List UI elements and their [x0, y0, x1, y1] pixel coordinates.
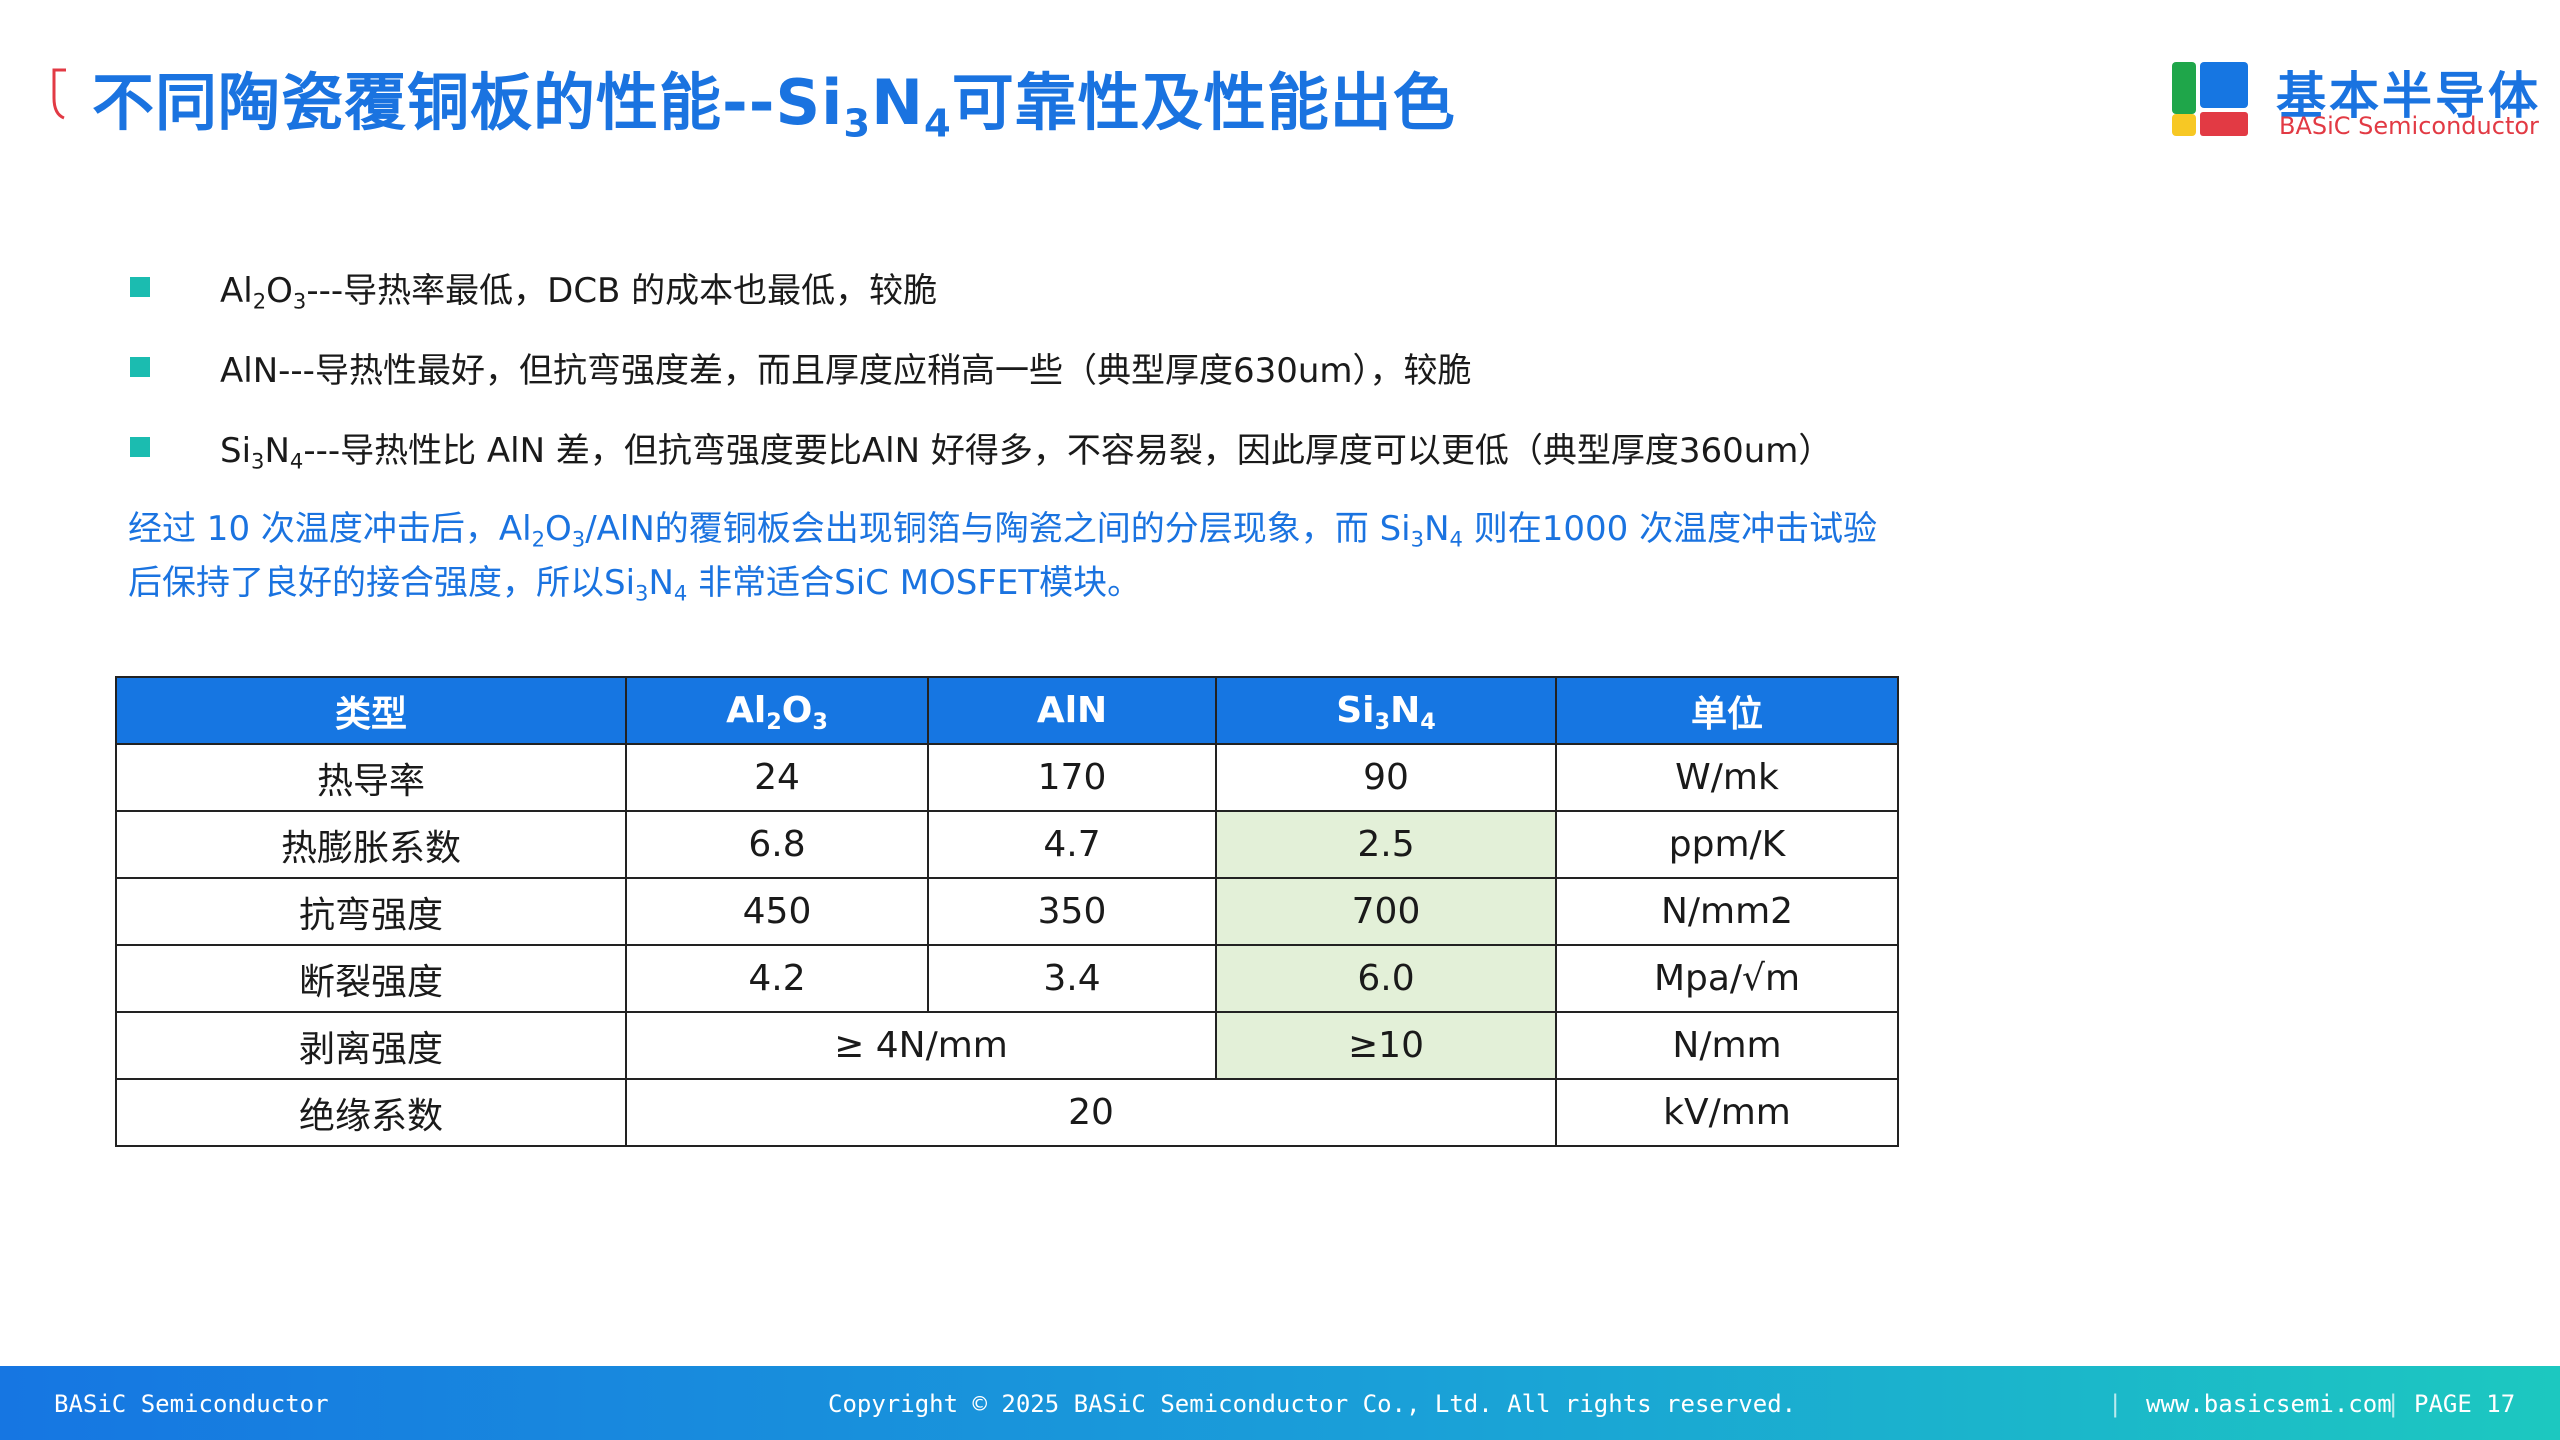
table-row: 断裂强度 4.2 3.4 6.0 Mpa/√m [115, 944, 1899, 1013]
table-row: 抗弯强度 450 350 700 N/mm2 [115, 877, 1899, 946]
cell-unit: ppm/K [1555, 810, 1899, 879]
cell-aln: 170 [927, 743, 1217, 812]
row-label: 剥离强度 [115, 1011, 627, 1080]
footer-separator: | [2108, 1390, 2123, 1418]
footer-website-link[interactable]: www.basicsemi.com [2146, 1390, 2392, 1418]
cell-al2o3-aln-merged: ≥ 4N/mm [625, 1011, 1217, 1080]
footer-copyright: Copyright © 2025 BASiC Semiconductor Co.… [828, 1390, 1797, 1418]
cell-al2o3: 6.8 [625, 810, 929, 879]
row-label: 热导率 [115, 743, 627, 812]
row-label: 绝缘系数 [115, 1078, 627, 1147]
cell-si3n4-highlight: 6.0 [1215, 944, 1557, 1013]
cell-si3n4: 90 [1215, 743, 1557, 812]
footer-bar: BASiC Semiconductor Copyright © 2025 BAS… [0, 1366, 2560, 1440]
footer-page-number: PAGE 17 [2414, 1390, 2516, 1418]
bullet-text: AlN---导热性最好，但抗弯强度差，而且厚度应稍高一些（典型厚度630um），… [220, 350, 1472, 391]
bullet-square-icon [130, 277, 150, 297]
bullet-si3n4: Si3N4---导热性比 AlN 差，但抗弯强度要比AlN 好得多，不容易裂，因… [130, 422, 1832, 472]
cell-aln: 4.7 [927, 810, 1217, 879]
row-label: 热膨胀系数 [115, 810, 627, 879]
note-line-2: 后保持了良好的接合强度，所以Si3N4 非常适合SiC MOSFET模块。 [128, 563, 1142, 606]
table-row: 绝缘系数 20 kV/mm [115, 1078, 1899, 1147]
bullet-square-icon [130, 437, 150, 457]
footer-separator: | [2386, 1390, 2401, 1418]
cell-all-merged: 20 [625, 1078, 1557, 1147]
logo-mark-icon [2172, 62, 2248, 136]
header-type: 类型 [115, 676, 627, 745]
cell-al2o3: 450 [625, 877, 929, 946]
cell-unit: N/mm2 [1555, 877, 1899, 946]
cell-unit: N/mm [1555, 1011, 1899, 1080]
cell-unit: kV/mm [1555, 1078, 1899, 1147]
ceramic-comparison-table: 类型 Al2O3 AlN Si3N4 单位 热导率 24 170 90 W/mk… [115, 676, 1899, 1147]
row-label: 抗弯强度 [115, 877, 627, 946]
cell-al2o3: 24 [625, 743, 929, 812]
cell-aln: 3.4 [927, 944, 1217, 1013]
bullet-aln: AlN---导热性最好，但抗弯强度差，而且厚度应稍高一些（典型厚度630um），… [130, 342, 1472, 392]
header-si3n4: Si3N4 [1215, 676, 1557, 745]
page-title: 不同陶瓷覆铜板的性能--Si3N4可靠性及性能出色 [92, 66, 1456, 147]
cell-unit: Mpa/√m [1555, 944, 1899, 1013]
table-row: 热膨胀系数 6.8 4.7 2.5 ppm/K [115, 810, 1899, 879]
cell-si3n4-highlight: 2.5 [1215, 810, 1557, 879]
logo-english-name: BASiC Semiconductor [2279, 112, 2539, 140]
company-logo: 基本半导体 BASiC Semiconductor [2172, 60, 2539, 146]
cell-aln: 350 [927, 877, 1217, 946]
table-row: 剥离强度 ≥ 4N/mm ≥10 N/mm [115, 1011, 1899, 1080]
header-unit: 单位 [1555, 676, 1899, 745]
bullet-text: Si3N4---导热性比 AlN 差，但抗弯强度要比AlN 好得多，不容易裂，因… [220, 430, 1833, 474]
header-al2o3: Al2O3 [625, 676, 929, 745]
logo-chinese-name: 基本半导体 [2276, 67, 2541, 125]
bullet-al2o3: Al2O3---导热率最低，DCB 的成本也最低，较脆 [130, 262, 937, 312]
bullet-square-icon [130, 357, 150, 377]
cell-al2o3: 4.2 [625, 944, 929, 1013]
summary-note: 经过 10 次温度冲击后，Al2O3/AlN的覆铜板会出现铜箔与陶瓷之间的分层现… [128, 502, 2028, 610]
header-aln: AlN [927, 676, 1217, 745]
title-bracket-icon [52, 68, 66, 120]
table-row: 热导率 24 170 90 W/mk [115, 743, 1899, 812]
cell-unit: W/mk [1555, 743, 1899, 812]
footer-company: BASiC Semiconductor [54, 1390, 329, 1418]
cell-si3n4-highlight: 700 [1215, 877, 1557, 946]
cell-si3n4-highlight: ≥10 [1215, 1011, 1557, 1080]
table-header-row: 类型 Al2O3 AlN Si3N4 单位 [115, 676, 1899, 745]
note-line-1: 经过 10 次温度冲击后，Al2O3/AlN的覆铜板会出现铜箔与陶瓷之间的分层现… [128, 509, 1878, 552]
bullet-text: Al2O3---导热率最低，DCB 的成本也最低，较脆 [220, 270, 938, 314]
row-label: 断裂强度 [115, 944, 627, 1013]
